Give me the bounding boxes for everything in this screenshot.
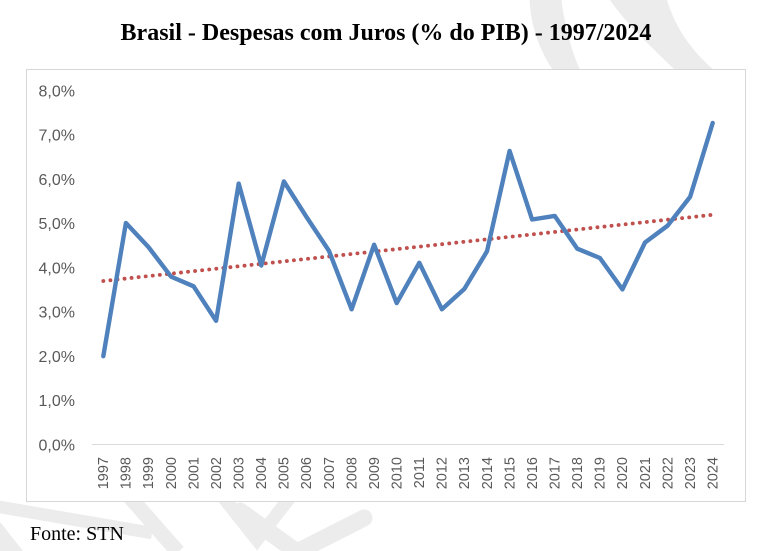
svg-text:0,0%: 0,0% xyxy=(39,437,75,454)
svg-text:8,0%: 8,0% xyxy=(39,83,75,100)
svg-text:2023: 2023 xyxy=(683,457,699,489)
svg-text:1998: 1998 xyxy=(119,457,135,489)
svg-text:2004: 2004 xyxy=(254,457,270,489)
svg-text:2019: 2019 xyxy=(593,457,609,489)
svg-text:2001: 2001 xyxy=(186,457,202,489)
svg-text:1999: 1999 xyxy=(141,457,157,489)
svg-text:2010: 2010 xyxy=(390,457,406,489)
svg-text:2020: 2020 xyxy=(615,457,631,489)
svg-text:5,0%: 5,0% xyxy=(39,216,75,233)
svg-text:2024: 2024 xyxy=(706,457,722,489)
svg-text:2,0%: 2,0% xyxy=(39,349,75,366)
svg-text:2009: 2009 xyxy=(367,457,383,489)
svg-text:2008: 2008 xyxy=(344,457,360,489)
svg-text:2005: 2005 xyxy=(277,457,293,489)
svg-text:2002: 2002 xyxy=(209,457,225,489)
svg-text:7,0%: 7,0% xyxy=(39,128,75,145)
svg-text:2022: 2022 xyxy=(660,457,676,489)
svg-text:2011: 2011 xyxy=(412,457,428,488)
svg-text:2014: 2014 xyxy=(480,457,496,489)
svg-text:2006: 2006 xyxy=(299,457,315,489)
svg-text:2016: 2016 xyxy=(525,457,541,489)
svg-text:2012: 2012 xyxy=(435,457,451,489)
svg-text:6,0%: 6,0% xyxy=(39,172,75,189)
svg-text:2003: 2003 xyxy=(232,457,248,489)
svg-text:1997: 1997 xyxy=(96,457,112,489)
svg-text:2013: 2013 xyxy=(457,457,473,489)
svg-text:2007: 2007 xyxy=(322,457,338,489)
svg-text:2017: 2017 xyxy=(548,457,564,489)
svg-text:4,0%: 4,0% xyxy=(39,260,75,277)
svg-text:2018: 2018 xyxy=(570,457,586,489)
svg-text:1,0%: 1,0% xyxy=(39,393,75,410)
svg-text:2015: 2015 xyxy=(502,457,518,489)
svg-text:3,0%: 3,0% xyxy=(39,305,75,322)
svg-text:2000: 2000 xyxy=(164,457,180,489)
svg-text:2021: 2021 xyxy=(638,457,654,489)
